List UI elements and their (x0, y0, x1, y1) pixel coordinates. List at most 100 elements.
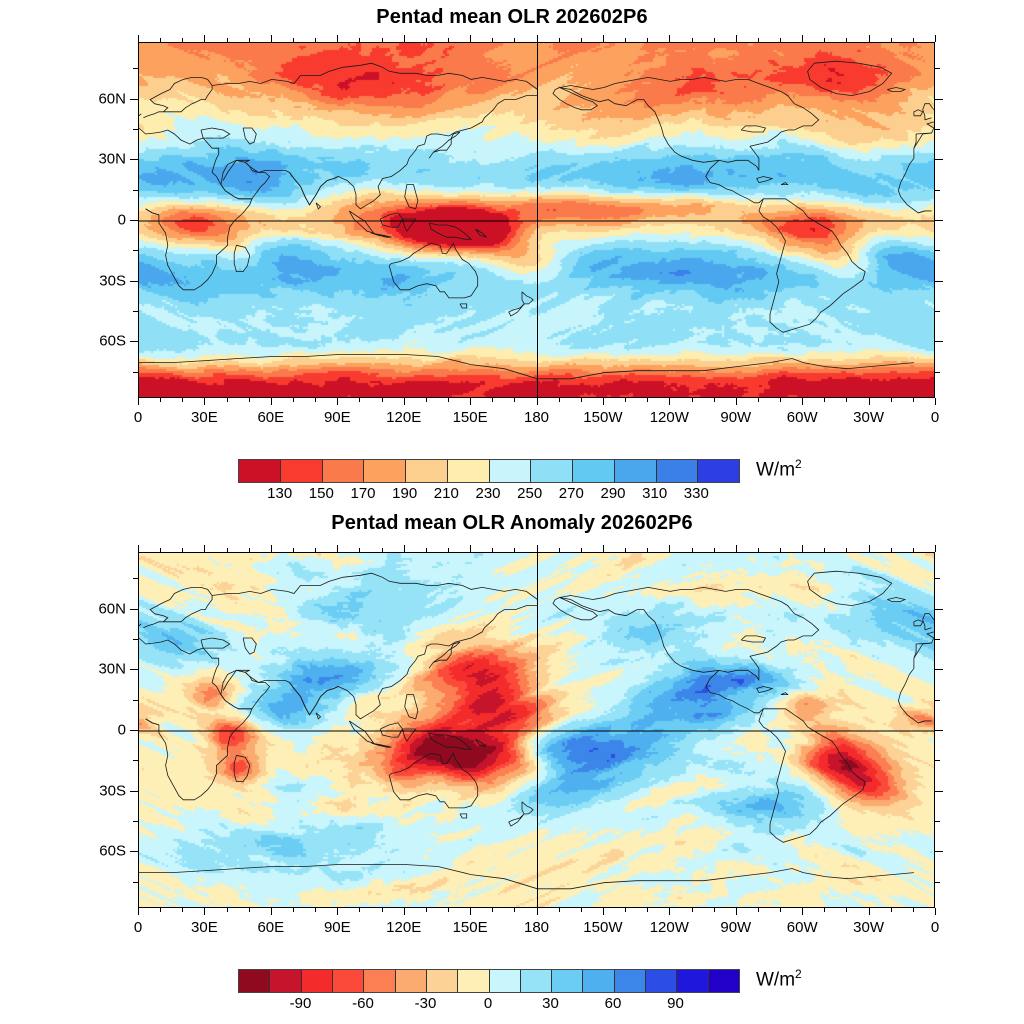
y-tick-major (935, 98, 943, 100)
x-tick-minor (359, 908, 361, 912)
y-tick-minor (133, 129, 138, 130)
x-tick-major (669, 908, 671, 915)
colorbar-swatch[interactable] (301, 970, 333, 992)
x-tick-major (935, 908, 936, 915)
colorbar-swatch[interactable] (552, 970, 584, 992)
colorbar-swatch[interactable] (364, 970, 396, 992)
x-tick-minor (890, 38, 892, 42)
y-tick-major (935, 608, 943, 610)
y-tick-major (130, 669, 138, 671)
x-tick-minor (713, 908, 715, 912)
colorbar-tick-label: 230 (475, 485, 501, 502)
colorbar-swatch[interactable] (395, 970, 427, 992)
colorbar-swatch[interactable] (520, 970, 553, 992)
colorbar-unit-label: W/m2 (756, 457, 802, 481)
x-tick-major (403, 545, 405, 552)
colorbar-swatch[interactable] (531, 460, 573, 482)
colorbar-swatch[interactable] (322, 460, 365, 482)
colorbar-tick-label: 60 (604, 995, 622, 1012)
x-tick-major (802, 545, 804, 552)
colorbar-swatch[interactable] (583, 970, 615, 992)
y-tick-minor (935, 760, 940, 762)
x-tick-minor (492, 548, 494, 552)
colorbar-swatch[interactable] (489, 970, 521, 992)
colorbar-swatch[interactable] (239, 460, 281, 482)
x-tick-major (337, 398, 339, 405)
x-tick-minor (757, 398, 759, 402)
x-tick-minor (315, 548, 317, 552)
x-tick-major (802, 908, 804, 915)
x-tick-major (403, 35, 405, 42)
colorbar-swatch[interactable] (447, 460, 490, 482)
x-tick-major (204, 908, 206, 915)
x-axis-label: 150W (583, 409, 623, 426)
x-axis-label: 30E (191, 409, 218, 426)
colorbar-tick-label: 90 (667, 995, 684, 1012)
colorbar-swatch[interactable] (677, 970, 709, 992)
x-tick-major (602, 908, 604, 915)
colorbar-swatch[interactable] (270, 970, 302, 992)
colorbar-swatches[interactable] (238, 459, 740, 483)
colorbar-swatch[interactable] (239, 970, 271, 992)
x-tick-minor (647, 548, 649, 552)
y-tick-minor (935, 699, 940, 701)
x-tick-minor (425, 908, 427, 912)
x-tick-major (669, 35, 671, 42)
x-tick-minor (315, 908, 317, 912)
x-tick-minor (514, 908, 516, 912)
map-olr-mean[interactable] (138, 42, 935, 398)
map-olr-anomaly[interactable] (138, 552, 935, 908)
colorbar-swatch[interactable] (708, 970, 739, 992)
x-tick-minor (713, 548, 715, 552)
x-tick-minor (647, 908, 649, 912)
x-tick-minor (315, 38, 317, 42)
colorbar-swatches[interactable] (238, 969, 740, 993)
colorbar-swatch[interactable] (646, 970, 678, 992)
colorbar-tick-label: 270 (558, 485, 584, 502)
x-tick-minor (912, 548, 914, 552)
x-tick-minor (691, 548, 693, 552)
x-tick-minor (248, 398, 250, 402)
x-tick-minor (757, 908, 759, 912)
colorbar-swatch[interactable] (426, 970, 459, 992)
x-tick-minor (293, 908, 294, 912)
x-tick-major (337, 908, 339, 915)
x-tick-major (270, 545, 272, 552)
y-tick-minor (133, 881, 138, 883)
colorbar-swatch[interactable] (573, 460, 615, 482)
x-tick-minor (580, 38, 582, 42)
x-tick-minor (160, 398, 162, 402)
x-tick-major (868, 35, 870, 42)
colorbar-swatch[interactable] (614, 970, 647, 992)
x-tick-major (403, 398, 405, 405)
y-tick-major (935, 790, 943, 792)
colorbar-swatch[interactable] (458, 970, 490, 992)
x-tick-minor (713, 398, 715, 402)
x-axis-label: 120E (386, 409, 422, 426)
x-tick-minor (780, 38, 781, 42)
x-axis-label: 150W (583, 919, 623, 936)
x-tick-major (138, 398, 139, 405)
x-tick-major (536, 398, 538, 405)
x-tick-minor (182, 548, 184, 552)
x-tick-major (868, 545, 870, 552)
y-tick-minor (935, 821, 940, 822)
colorbar-swatch[interactable] (489, 460, 532, 482)
colorbar-swatch[interactable] (656, 460, 699, 482)
x-tick-minor (248, 38, 250, 42)
colorbar-swatch[interactable] (614, 460, 657, 482)
colorbar-swatch[interactable] (332, 970, 365, 992)
colorbar-swatch[interactable] (280, 460, 323, 482)
page-title-olr-mean: Pentad mean OLR 202602P6 (376, 6, 648, 28)
colorbar-swatch[interactable] (698, 460, 739, 482)
colorbar-swatch[interactable] (364, 460, 406, 482)
colorbar-tick-label: 190 (392, 485, 418, 502)
x-tick-major (802, 35, 804, 42)
x-tick-minor (492, 38, 494, 42)
colorbar-tick-label: 250 (517, 485, 543, 502)
colorbar-swatch[interactable] (406, 460, 448, 482)
y-tick-minor (935, 578, 940, 580)
x-tick-minor (846, 908, 848, 912)
unit-text: W/m (756, 969, 796, 991)
x-tick-major (403, 908, 405, 915)
